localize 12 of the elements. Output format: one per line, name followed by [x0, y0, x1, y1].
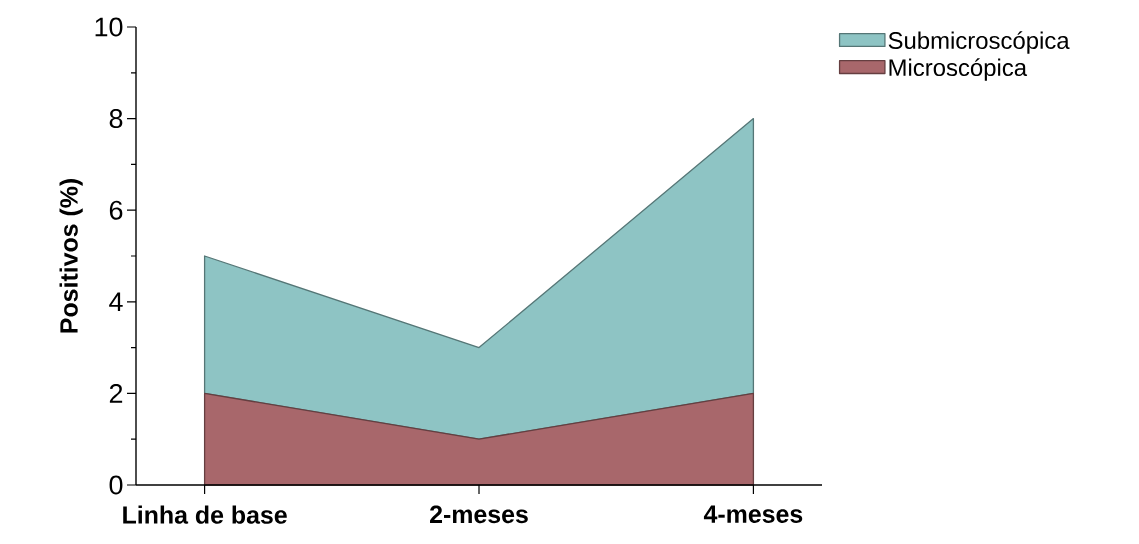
legend-label: Submicroscópica: [888, 31, 1070, 54]
y-tick-label: 6: [109, 200, 123, 220]
x-tick-label: 4-meses: [703, 505, 803, 523]
legend-label: Microscópica: [889, 58, 1028, 81]
y-axis-title: Positivos (%): [59, 179, 83, 333]
x-tick-label: Linha de base: [123, 505, 287, 524]
y-tick-label: 4: [109, 292, 123, 312]
y-tick-label: 8: [109, 109, 123, 129]
y-tick-label: 10: [95, 17, 123, 37]
y-tick-label: 2: [109, 384, 123, 403]
x-tick-label: 2-meses: [430, 505, 528, 524]
y-tick-label: 0: [109, 475, 123, 495]
